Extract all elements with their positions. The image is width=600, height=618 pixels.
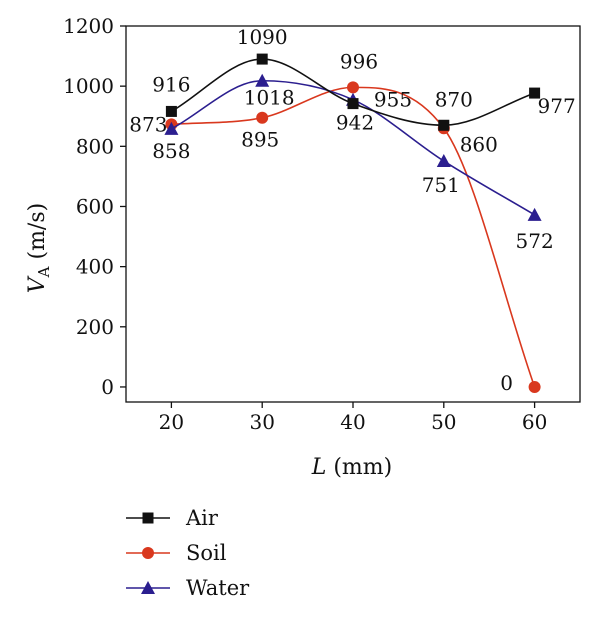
series-air: [165, 53, 541, 131]
data-label-water-50: 751: [422, 173, 460, 197]
data-label-soil-40: 996: [340, 49, 378, 73]
point-water-60: [527, 207, 542, 221]
data-label-air-40: 942: [336, 111, 374, 135]
point-air-30: [256, 53, 268, 65]
point-water-30: [255, 73, 270, 87]
series-layer: [164, 53, 542, 393]
legend-label-soil: Soil: [186, 541, 227, 565]
data-label-soil-60: 0: [500, 371, 513, 395]
legend-marker-soil: [142, 547, 154, 559]
data-label-air-60: 977: [538, 94, 576, 118]
point-soil-30: [256, 111, 269, 124]
y-axis-title-unit: (m/s): [25, 203, 50, 267]
data-label-soil-20: 873: [129, 112, 167, 136]
x-tick-label-40: 40: [340, 410, 365, 434]
data-labels: 916 1090 942 870 977 873 895 996 860 0 858 1018 955 7…: [129, 25, 575, 395]
legend-item-soil: Soil: [126, 541, 227, 565]
point-water-20: [164, 121, 179, 135]
point-air-50: [438, 119, 450, 131]
y-tick-label-1200: 1200: [63, 14, 114, 38]
point-soil-40: [347, 81, 359, 94]
x-tick-label-50: 50: [431, 410, 456, 434]
legend-marker-water: [141, 581, 155, 594]
y-tick-label-600: 600: [76, 194, 114, 218]
x-axis-title: L (mm): [311, 455, 393, 480]
x-tick-label-20: 20: [159, 410, 184, 434]
data-label-soil-50: 860: [460, 132, 498, 156]
y-axis-title: VA (m/s): [25, 203, 53, 293]
x-axis-title-unit: (mm): [326, 455, 392, 480]
data-label-water-20: 858: [152, 139, 190, 163]
point-air-20: [165, 105, 177, 117]
data-label-air-30: 1090: [237, 25, 288, 49]
legend-item-air: Air: [126, 506, 219, 530]
data-label-water-60: 572: [516, 229, 554, 253]
series-line-soil: [171, 86, 536, 388]
point-soil-60: [528, 380, 541, 393]
data-label-water-40: 955: [374, 88, 412, 112]
x-tick-label-30: 30: [249, 410, 274, 434]
data-label-air-20: 916: [152, 72, 190, 96]
data-label-water-30: 1018: [244, 86, 295, 110]
y-axis-title-var: V: [25, 275, 50, 293]
y-axis-title-sub: A: [35, 266, 53, 278]
data-label-soil-30: 895: [241, 128, 279, 152]
y-tick-label-0: 0: [101, 375, 114, 399]
y-tick-label-800: 800: [76, 134, 114, 158]
y-tick-label-200: 200: [76, 315, 114, 339]
point-air-40: [347, 98, 359, 110]
data-label-air-50: 870: [435, 87, 473, 111]
legend-label-water: Water: [186, 576, 250, 600]
y-tick-label-1000: 1000: [63, 74, 114, 98]
legend-item-water: Water: [126, 576, 250, 600]
legend: Air Soil Water: [126, 506, 250, 600]
point-air-60: [529, 87, 541, 99]
x-tick-label-60: 60: [522, 410, 547, 434]
legend-label-air: Air: [185, 506, 219, 530]
point-water-50: [436, 154, 451, 168]
x-axis-title-var: L: [311, 455, 327, 480]
y-tick-label-400: 400: [76, 255, 114, 279]
legend-marker-air: [142, 512, 154, 524]
